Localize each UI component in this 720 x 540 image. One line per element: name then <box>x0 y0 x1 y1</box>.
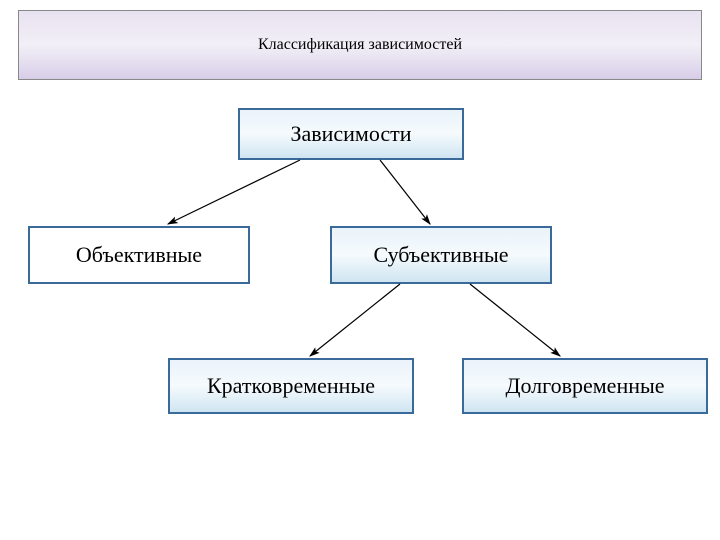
node-objective: Объективные <box>28 226 250 284</box>
node-short-term: Кратковременные <box>168 358 414 414</box>
edge-subjective-short <box>310 284 400 356</box>
node-long-term: Долговременные <box>462 358 708 414</box>
node-objective-label: Объективные <box>76 242 202 268</box>
node-subjective: Субъективные <box>330 226 552 284</box>
node-short-term-label: Кратковременные <box>207 373 375 399</box>
edge-root-objective <box>168 160 300 224</box>
node-root-label: Зависимости <box>290 121 411 147</box>
edge-subjective-long <box>470 284 560 356</box>
slide-title-bar: Классификация зависимостей <box>18 10 702 80</box>
node-subjective-label: Субъективные <box>373 242 508 268</box>
node-long-term-label: Долговременные <box>505 373 664 399</box>
slide-title: Классификация зависимостей <box>258 36 462 54</box>
edge-root-subjective <box>380 160 430 224</box>
node-root: Зависимости <box>238 108 464 160</box>
